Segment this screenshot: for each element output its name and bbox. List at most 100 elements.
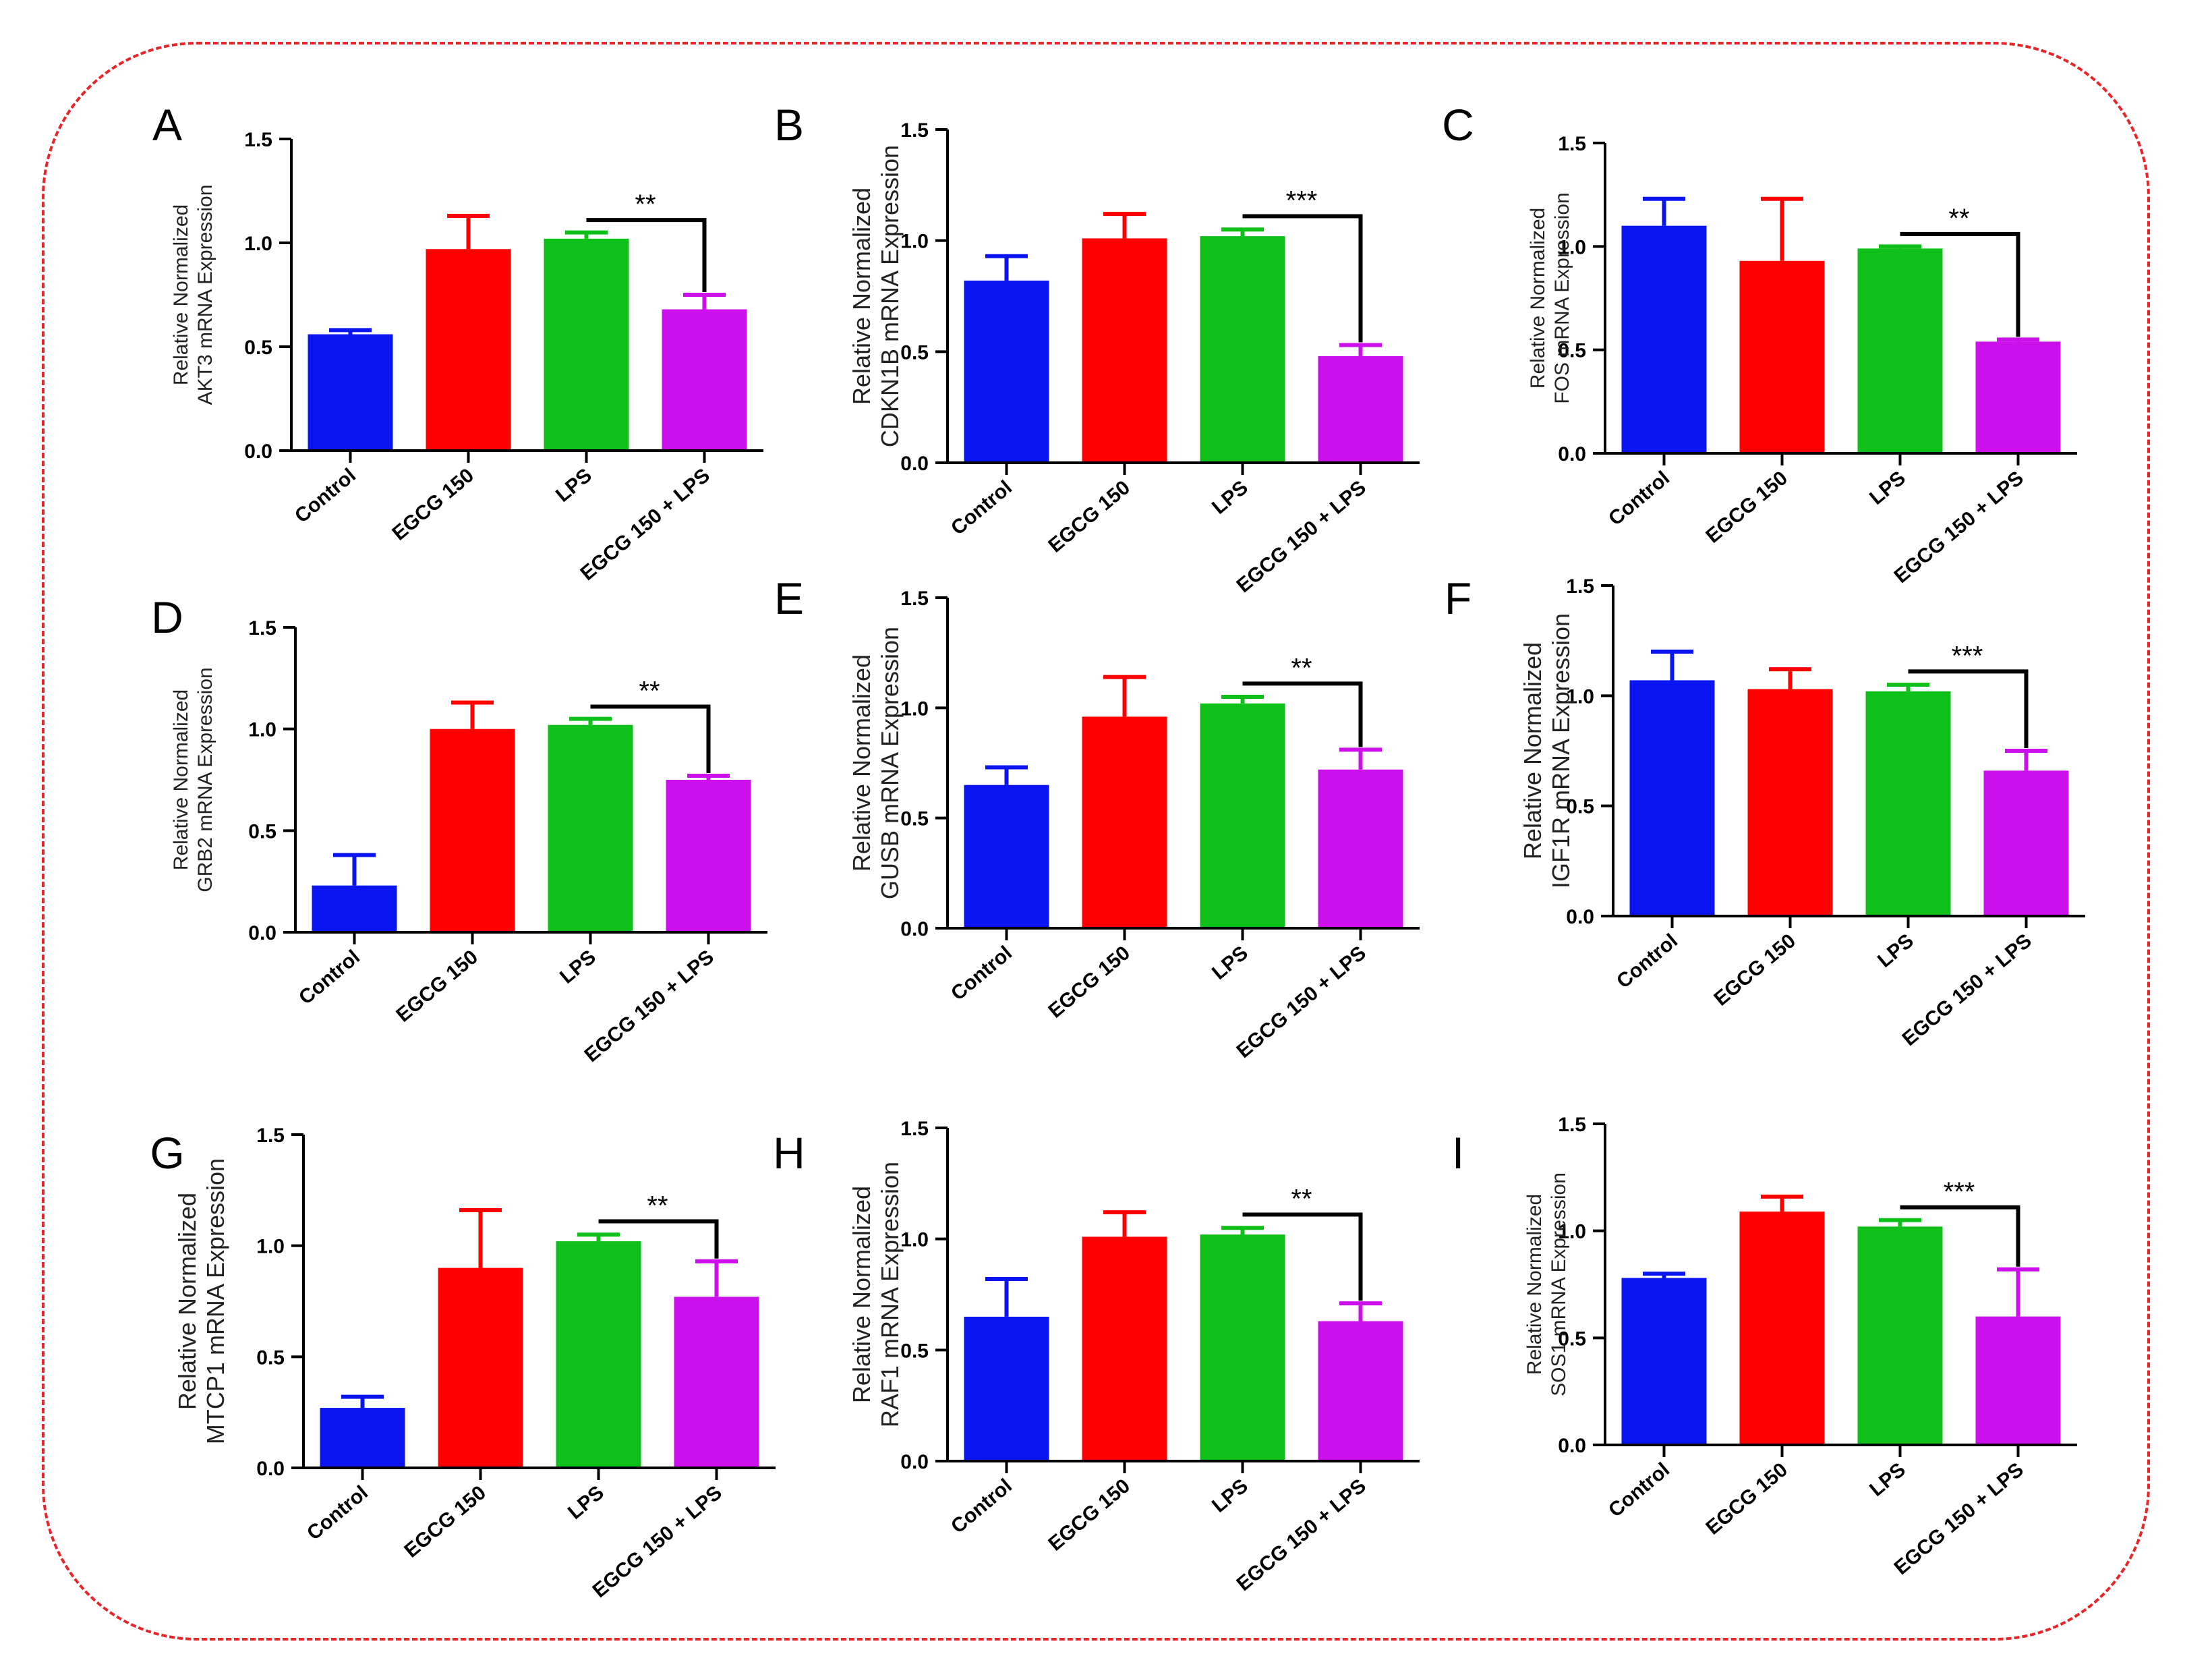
panel-g-ytick-label-3: 1.5 bbox=[256, 1125, 285, 1147]
panel-h-ytick-label-2: 1.0 bbox=[900, 1229, 929, 1251]
panel-c-letter: C bbox=[1442, 100, 1474, 150]
panel-f-ytick-label-3: 1.5 bbox=[1566, 575, 1594, 598]
panel-g-sig-stars: ** bbox=[647, 1191, 668, 1220]
panel-e-ytick-label-1: 0.5 bbox=[900, 808, 929, 830]
panel-h-sig-bracket bbox=[1242, 1212, 1363, 1301]
panel-a-bar-1 bbox=[308, 334, 393, 451]
panel-e-letter: E bbox=[774, 573, 804, 623]
panel-d-ytick-label-1: 0.5 bbox=[248, 820, 276, 843]
panel-g-sig-bracket bbox=[598, 1219, 719, 1259]
panel-a-sig-stars: ** bbox=[635, 190, 656, 219]
panel-d-sig-stars: ** bbox=[639, 677, 660, 706]
panel-b-ytick-label-0: 0.0 bbox=[900, 453, 929, 475]
panel-f-letter: F bbox=[1445, 573, 1472, 623]
panel-b-sig-stars: *** bbox=[1286, 186, 1318, 215]
panel-h-letter: H bbox=[773, 1128, 805, 1178]
panel-e-bar-3 bbox=[1200, 703, 1285, 928]
panel-f-ylabel-line-2: IGF1R mRNA Expression bbox=[1547, 613, 1575, 888]
panel-e-ytick-label-2: 1.0 bbox=[900, 698, 929, 720]
panel-g-ylabel-line-2: MTCP1 mRNA Expression bbox=[202, 1158, 229, 1444]
panel-f-bar-4 bbox=[1983, 770, 2069, 916]
panel-f-ytick-label-2: 1.0 bbox=[1566, 685, 1594, 708]
panel-d-ytick-label-0: 0.0 bbox=[248, 922, 276, 944]
panel-i-bar-3 bbox=[1857, 1226, 1943, 1445]
panel-a-ytick-label-1: 0.5 bbox=[244, 337, 272, 359]
panel-e-bar-1 bbox=[964, 785, 1049, 928]
panel-i-ylabel-line-1: Relative Normalized bbox=[1523, 1194, 1546, 1375]
panel-a-ytick-label-2: 1.0 bbox=[244, 233, 272, 255]
panel-e-sig-stars: ** bbox=[1291, 653, 1312, 683]
panel-i-bar-4 bbox=[1975, 1316, 2061, 1445]
panel-b-ytick-label-2: 1.0 bbox=[900, 231, 929, 253]
panel-g-bar-4 bbox=[674, 1297, 759, 1468]
panel-f-bar-2 bbox=[1747, 689, 1833, 916]
panel-c-bar-2 bbox=[1739, 260, 1825, 453]
panel-i-ytick-label-1: 0.5 bbox=[1558, 1328, 1586, 1350]
panel-i-letter: I bbox=[1452, 1128, 1464, 1178]
panel-c-bar-3 bbox=[1857, 248, 1943, 453]
panel-f-ylabel-line-1: Relative Normalized bbox=[1519, 642, 1546, 859]
panel-d-bar-4 bbox=[666, 780, 751, 932]
panel-g-ytick-label-2: 1.0 bbox=[256, 1236, 285, 1258]
panel-b-sig-bracket bbox=[1242, 214, 1363, 343]
panel-c-ytick-label-3: 1.5 bbox=[1558, 133, 1586, 155]
panel-e-ylabel-line-1: Relative Normalized bbox=[848, 654, 875, 872]
panel-c-ytick-label-2: 1.0 bbox=[1558, 236, 1586, 258]
panel-b-bar-3 bbox=[1200, 236, 1285, 463]
panel-b-bar-4 bbox=[1318, 355, 1403, 463]
panel-g-ytick-label-1: 0.5 bbox=[256, 1346, 285, 1369]
panel-a-bar-2 bbox=[426, 249, 511, 451]
panel-h-bar-1 bbox=[964, 1316, 1049, 1461]
panel-h-ylabel-line-1: Relative Normalized bbox=[848, 1186, 875, 1403]
panel-b-ytick-label-3: 1.5 bbox=[900, 119, 929, 142]
panel-b-letter: B bbox=[774, 100, 804, 150]
panel-h-bar-4 bbox=[1318, 1321, 1403, 1461]
panel-g-letter: G bbox=[150, 1128, 184, 1178]
panel-b-bar-1 bbox=[964, 280, 1049, 463]
panel-g-ytick-label-0: 0.0 bbox=[256, 1458, 285, 1480]
panel-b-bar-2 bbox=[1082, 238, 1167, 463]
panel-a-ytick-label-0: 0.0 bbox=[244, 440, 272, 463]
panel-e-ylabel-line-2: GUSB mRNA Expression bbox=[876, 627, 904, 899]
panel-c-ylabel-line-2: FOS mRNA Expression bbox=[1551, 192, 1573, 403]
panel-b-ylabel-line-1: Relative Normalized bbox=[848, 188, 875, 405]
panel-i-ytick-label-3: 1.5 bbox=[1558, 1114, 1586, 1136]
panel-i-bar-2 bbox=[1739, 1212, 1825, 1445]
panel-d-bar-2 bbox=[430, 729, 515, 932]
panel-a-bar-3 bbox=[544, 238, 629, 451]
panel-i-ytick-label-2: 1.0 bbox=[1558, 1221, 1586, 1243]
panel-a-sig-bracket bbox=[586, 218, 707, 292]
panel-d-ylabel-line-2: GRB2 mRNA Expression bbox=[194, 667, 216, 892]
panel-f-bar-1 bbox=[1629, 680, 1715, 916]
panel-d-bar-3 bbox=[548, 724, 633, 932]
panel-h-ytick-label-1: 0.5 bbox=[900, 1340, 929, 1362]
panel-c-sig-bracket bbox=[1900, 231, 2020, 337]
panel-g-bar-3 bbox=[556, 1241, 641, 1468]
panel-h-ytick-label-0: 0.0 bbox=[900, 1451, 929, 1473]
panel-c-sig-stars: ** bbox=[1948, 204, 1969, 233]
panel-d-sig-bracket bbox=[590, 704, 711, 773]
panel-b-ylabel-line-2: CDKN1B mRNA Expression bbox=[876, 145, 904, 447]
panel-e-ytick-label-3: 1.5 bbox=[900, 588, 929, 610]
panel-a-ylabel-line-2: AKT3 mRNA Expression bbox=[194, 185, 216, 405]
panel-c-bar-4 bbox=[1975, 341, 2061, 453]
panel-d-bar-1 bbox=[312, 885, 397, 932]
panel-c-ytick-label-0: 0.0 bbox=[1558, 443, 1586, 465]
panel-h-ylabel-line-2: RAF1 mRNA Expression bbox=[876, 1162, 904, 1427]
panel-g-bar-1 bbox=[320, 1408, 405, 1468]
panel-h-sig-stars: ** bbox=[1291, 1184, 1312, 1214]
panel-f-sig-bracket bbox=[1908, 669, 2029, 748]
panel-h-bar-2 bbox=[1082, 1236, 1167, 1461]
panel-d-ytick-label-2: 1.0 bbox=[248, 719, 276, 741]
panel-i-ylabel-line-2: SOS1 mRNA Expression bbox=[1548, 1172, 1570, 1396]
panel-d-ytick-label-3: 1.5 bbox=[248, 617, 276, 639]
panel-d-ylabel-line-1: Relative Normalized bbox=[170, 689, 192, 870]
panel-e-sig-bracket bbox=[1242, 681, 1363, 747]
panel-c-bar-1 bbox=[1621, 225, 1707, 453]
panel-i-ytick-label-0: 0.0 bbox=[1558, 1435, 1586, 1457]
panel-g-bar-2 bbox=[438, 1268, 523, 1468]
panel-e-ytick-label-0: 0.0 bbox=[900, 918, 929, 940]
panel-f-sig-stars: *** bbox=[1952, 641, 1983, 671]
